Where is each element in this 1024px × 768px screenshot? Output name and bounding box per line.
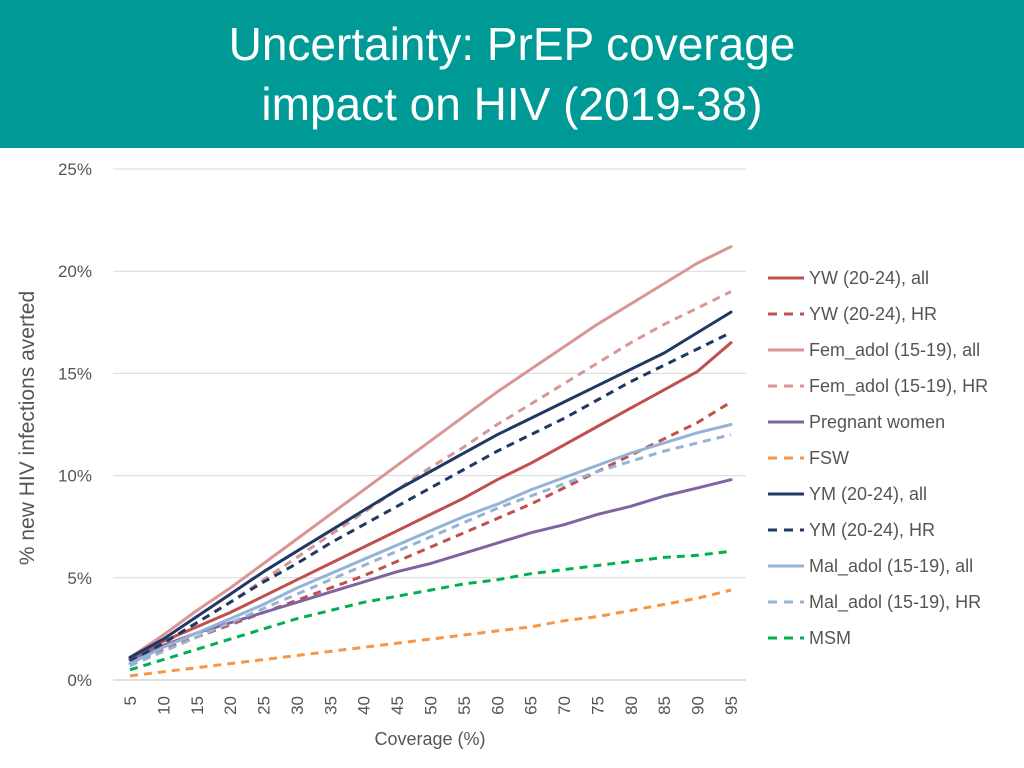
x-tick-label: 55	[455, 696, 474, 715]
legend-label: Mal_adol (15-19), HR	[809, 592, 981, 613]
y-tick-label: 15%	[58, 364, 92, 383]
x-tick-label: 30	[288, 696, 307, 715]
slide-title-line-2: impact on HIV (2019-38)	[261, 78, 763, 130]
series-line	[128, 423, 733, 666]
x-axis-label: Coverage (%)	[374, 729, 485, 749]
x-tick-label: 15	[188, 696, 207, 715]
y-tick-label: 5%	[67, 569, 92, 588]
legend-label: MSM	[809, 628, 851, 648]
legend: YW (20-24), all YW (20-24), HR Fem_adol (1…	[768, 268, 988, 648]
legend-label: YW (20-24), all	[809, 268, 929, 288]
x-tick-label: 40	[355, 696, 374, 715]
x-tick-label: 35	[321, 696, 340, 715]
legend-label: Pregnant women	[809, 412, 945, 432]
gridlines	[113, 168, 746, 681]
x-tick-label: 20	[221, 696, 240, 715]
y-tick-label: 20%	[58, 262, 92, 281]
series-line	[128, 341, 733, 662]
x-tick-label: 70	[555, 696, 574, 715]
slide-title: Uncertainty: PrEP coverage impact on HIV…	[0, 14, 1024, 134]
legend-label: YM (20-24), all	[809, 484, 927, 504]
title-banner	[0, 0, 1024, 148]
series-line	[129, 433, 732, 668]
y-tick-label: 10%	[58, 467, 92, 486]
x-tick-label: 25	[255, 696, 274, 715]
series-line	[128, 245, 733, 659]
x-tick-label: 80	[622, 696, 641, 715]
legend-label: FSW	[809, 448, 849, 468]
series-line	[129, 290, 732, 663]
slide-title-line-1: Uncertainty: PrEP coverage	[228, 18, 796, 70]
legend-label: Mal_adol (15-19), all	[809, 556, 973, 577]
x-tick-label: 85	[655, 696, 674, 715]
y-tick-label: 0%	[67, 671, 92, 690]
x-tick-label: 95	[722, 696, 741, 715]
x-tick-label: 50	[422, 696, 441, 715]
series-line	[128, 478, 733, 662]
data-series	[128, 245, 733, 678]
y-axis-ticks: 0% 5% 10% 15% 20% 25%	[58, 160, 92, 690]
x-tick-label: 10	[154, 696, 173, 715]
series-line	[129, 331, 732, 663]
series-line	[129, 588, 732, 678]
series-line	[128, 310, 733, 659]
legend-label: YM (20-24), HR	[809, 520, 935, 540]
legend-label: Fem_adol (15-19), HR	[809, 376, 988, 397]
series-line	[129, 400, 732, 665]
x-tick-label: 5	[121, 696, 140, 705]
series-line	[129, 549, 732, 672]
x-axis-ticks: 5 10 15 20 25 30 35 40 45 50 55 60 65 70 75 80 85 90 95	[121, 696, 741, 715]
x-tick-label: 45	[388, 696, 407, 715]
legend-label: Fem_adol (15-19), all	[809, 340, 980, 361]
x-tick-label: 90	[689, 696, 708, 715]
x-tick-label: 65	[522, 696, 541, 715]
legend-label: YW (20-24), HR	[809, 304, 937, 324]
x-tick-label: 60	[488, 696, 507, 715]
y-tick-label: 25%	[58, 160, 92, 179]
y-axis-label: % new HIV infections averted	[16, 291, 39, 565]
x-tick-label: 75	[588, 696, 607, 715]
